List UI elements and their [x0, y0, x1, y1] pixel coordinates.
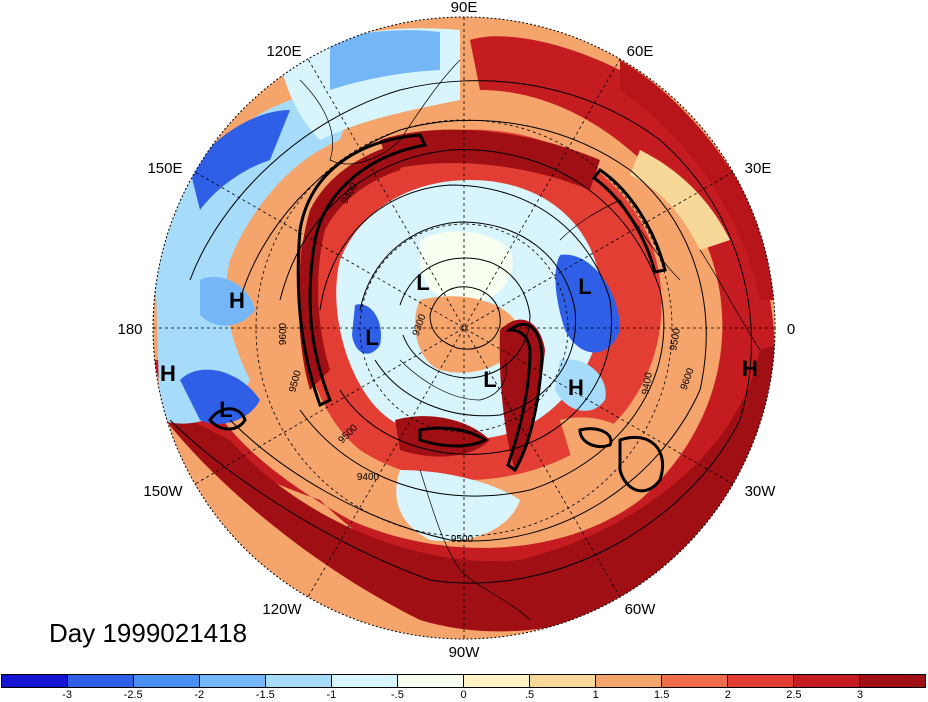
colorbar-label: -1.5 [255, 689, 275, 701]
colorbar-boxes [1, 674, 926, 688]
day-title: Day 1999021418 [49, 618, 248, 648]
colorbar: -3 -2.5 -2 -1.5 -1 -.5 0 .5 1 1.5 2 2.5 3 [0, 674, 928, 702]
coastlines [299, 59, 761, 621]
lon-label-150e: 150E [147, 160, 182, 177]
lon-label-30e: 30E [745, 160, 772, 177]
colorbar-label: -2.5 [123, 689, 143, 701]
colorbar-label: -2 [194, 689, 205, 701]
contour-label: 9500 [451, 534, 474, 545]
bold-contours [208, 133, 667, 493]
colorbar-box [2, 675, 68, 687]
lon-label-60e: 60E [627, 43, 654, 60]
map-boundary [152, 16, 776, 640]
colorbar-label: 1.5 [654, 689, 670, 701]
lon-label-180: 180 [117, 321, 142, 338]
pressure-center-high: H [229, 288, 245, 313]
colorbar-box [794, 675, 860, 687]
polar-stereographic-map: 90E 60E 30E 0 30W 60W 90W 120W 150W 180 … [117, 0, 795, 661]
colorbar-box [728, 675, 794, 687]
height-contours [169, 80, 752, 584]
colorbar-box [530, 675, 596, 687]
pressure-center-low: L [416, 270, 429, 295]
colorbar-box [662, 675, 728, 687]
colorbar-box [266, 675, 332, 687]
lon-label-0: 0 [787, 321, 795, 338]
lon-label-150w: 150W [143, 483, 183, 500]
colorbar-label: -1 [326, 689, 337, 701]
colorbar-label: -3 [62, 689, 72, 701]
lon-label-90e: 90E [451, 0, 478, 16]
colorbar-label: 2 [724, 689, 731, 701]
colorbar-label: .5 [524, 689, 535, 701]
contour-label: 9400 [640, 371, 655, 395]
colorbar-label: -.5 [391, 689, 404, 701]
colorbar-label: 2.5 [786, 689, 802, 701]
colorbar-box [134, 675, 200, 687]
colorbar-label: 3 [856, 689, 863, 701]
colorbar-box [332, 675, 398, 687]
contour-label: 9500 [668, 327, 683, 351]
lon-label-30w: 30W [745, 483, 777, 500]
pressure-center-high: H [568, 375, 584, 400]
contour-label: 9600 [278, 322, 289, 345]
contour-label: 9400 [357, 472, 380, 483]
colorbar-label: 1 [592, 689, 599, 701]
pressure-center-low: L [365, 325, 378, 350]
lon-label-90w: 90W [449, 644, 481, 661]
lon-label-60w: 60W [625, 601, 657, 618]
colorbar-box [464, 675, 530, 687]
colorbar-box [200, 675, 266, 687]
colorbar-label: 0 [460, 689, 467, 701]
colorbar-labels: -3 -2.5 -2 -1.5 -1 -.5 0 .5 1 1.5 2 2.5 3 [0, 689, 928, 702]
colorbar-box [398, 675, 464, 687]
pressure-center-high: H [160, 361, 176, 386]
colorbar-box [596, 675, 662, 687]
lon-label-120w: 120W [262, 601, 302, 618]
lon-label-120e: 120E [266, 43, 301, 60]
pressure-center-low: L [219, 397, 232, 422]
colorbar-box [68, 675, 134, 687]
pressure-center-high: H [742, 356, 758, 381]
pressure-center-low: L [483, 367, 496, 392]
pressure-center-low: L [578, 274, 591, 299]
colorbar-box [860, 675, 925, 687]
